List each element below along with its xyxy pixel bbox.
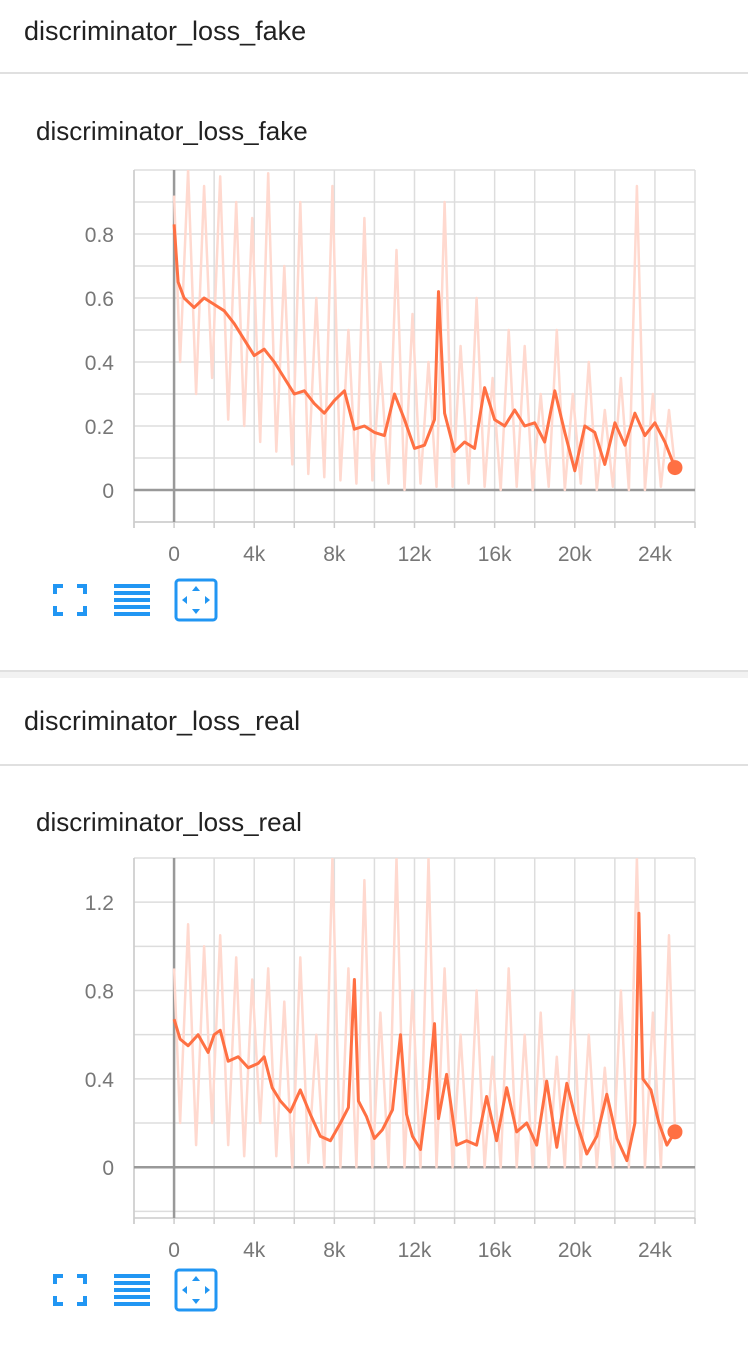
smoothed-series-line [172, 911, 677, 1163]
chart-discriminator-loss-fake[interactable]: 0 0.2 0.4 0.6 0.8 0 4k 8k 12k 16k 20k 24k [0, 0, 748, 570]
fit-domain-button[interactable] [174, 578, 218, 622]
y-tick-label: 1.2 [85, 892, 114, 915]
x-tick-label: 0 [168, 543, 180, 566]
x-tick-label: 4k [243, 1239, 266, 1262]
y-tick-label: 0.4 [85, 1069, 115, 1092]
x-tick-label: 20k [558, 1239, 592, 1262]
chart-title-real: discriminator_loss_real [36, 807, 302, 837]
section-header-fake[interactable]: discriminator_loss_fake [0, 0, 748, 74]
data-table-button[interactable] [110, 1268, 154, 1312]
data-table-button[interactable] [110, 578, 154, 622]
fullscreen-icon [53, 584, 87, 616]
x-tick-label: 16k [478, 543, 512, 566]
section-header-real[interactable]: discriminator_loss_real [0, 690, 748, 766]
x-tick-label: 0 [168, 1239, 180, 1262]
section-title: discriminator_loss_real [24, 706, 301, 736]
fullscreen-icon [53, 1274, 87, 1306]
fit-domain-button[interactable] [174, 1268, 218, 1312]
y-tick-label: 0 [102, 1157, 114, 1180]
x-tick-label: 4k [243, 543, 266, 566]
y-tick-label: 0.2 [85, 416, 114, 439]
grid [133, 857, 696, 1218]
fit-domain-icon [174, 578, 218, 622]
chart-title-fake: discriminator_loss_fake [36, 116, 308, 146]
x-tick-label: 16k [478, 1239, 512, 1262]
series-group [172, 170, 677, 492]
smoothed-series-line [172, 224, 677, 473]
chart-discriminator-loss-real[interactable]: 0 0.4 0.8 1.2 0 4k 8k 12k 16k 20k 24k [0, 0, 748, 1262]
y-tick-label: 0.4 [85, 352, 115, 375]
fullscreen-button[interactable] [48, 578, 92, 622]
x-tick-label: 24k [638, 543, 672, 566]
x-tick-label: 24k [638, 1239, 672, 1262]
series-group [172, 858, 677, 1169]
last-value-marker[interactable] [667, 1124, 683, 1140]
x-tick-label: 12k [398, 543, 432, 566]
y-tick-label: 0.8 [85, 224, 114, 247]
x-tick-label: 8k [323, 1239, 346, 1262]
fullscreen-button[interactable] [48, 1268, 92, 1312]
fit-domain-icon [174, 1268, 218, 1312]
y-tick-label: 0.8 [85, 981, 114, 1004]
section-title: discriminator_loss_fake [24, 16, 307, 46]
raw-series-line [172, 858, 677, 1169]
section-divider [0, 670, 748, 678]
x-tick-label: 12k [398, 1239, 432, 1262]
data-table-icon [114, 584, 150, 616]
y-tick-label: 0.6 [85, 288, 114, 311]
last-value-marker[interactable] [667, 460, 683, 476]
x-tick-label: 8k [323, 543, 346, 566]
raw-series-line [172, 170, 677, 492]
data-table-icon [114, 1274, 150, 1306]
y-tick-label: 0 [102, 480, 114, 503]
x-tick-label: 20k [558, 543, 592, 566]
